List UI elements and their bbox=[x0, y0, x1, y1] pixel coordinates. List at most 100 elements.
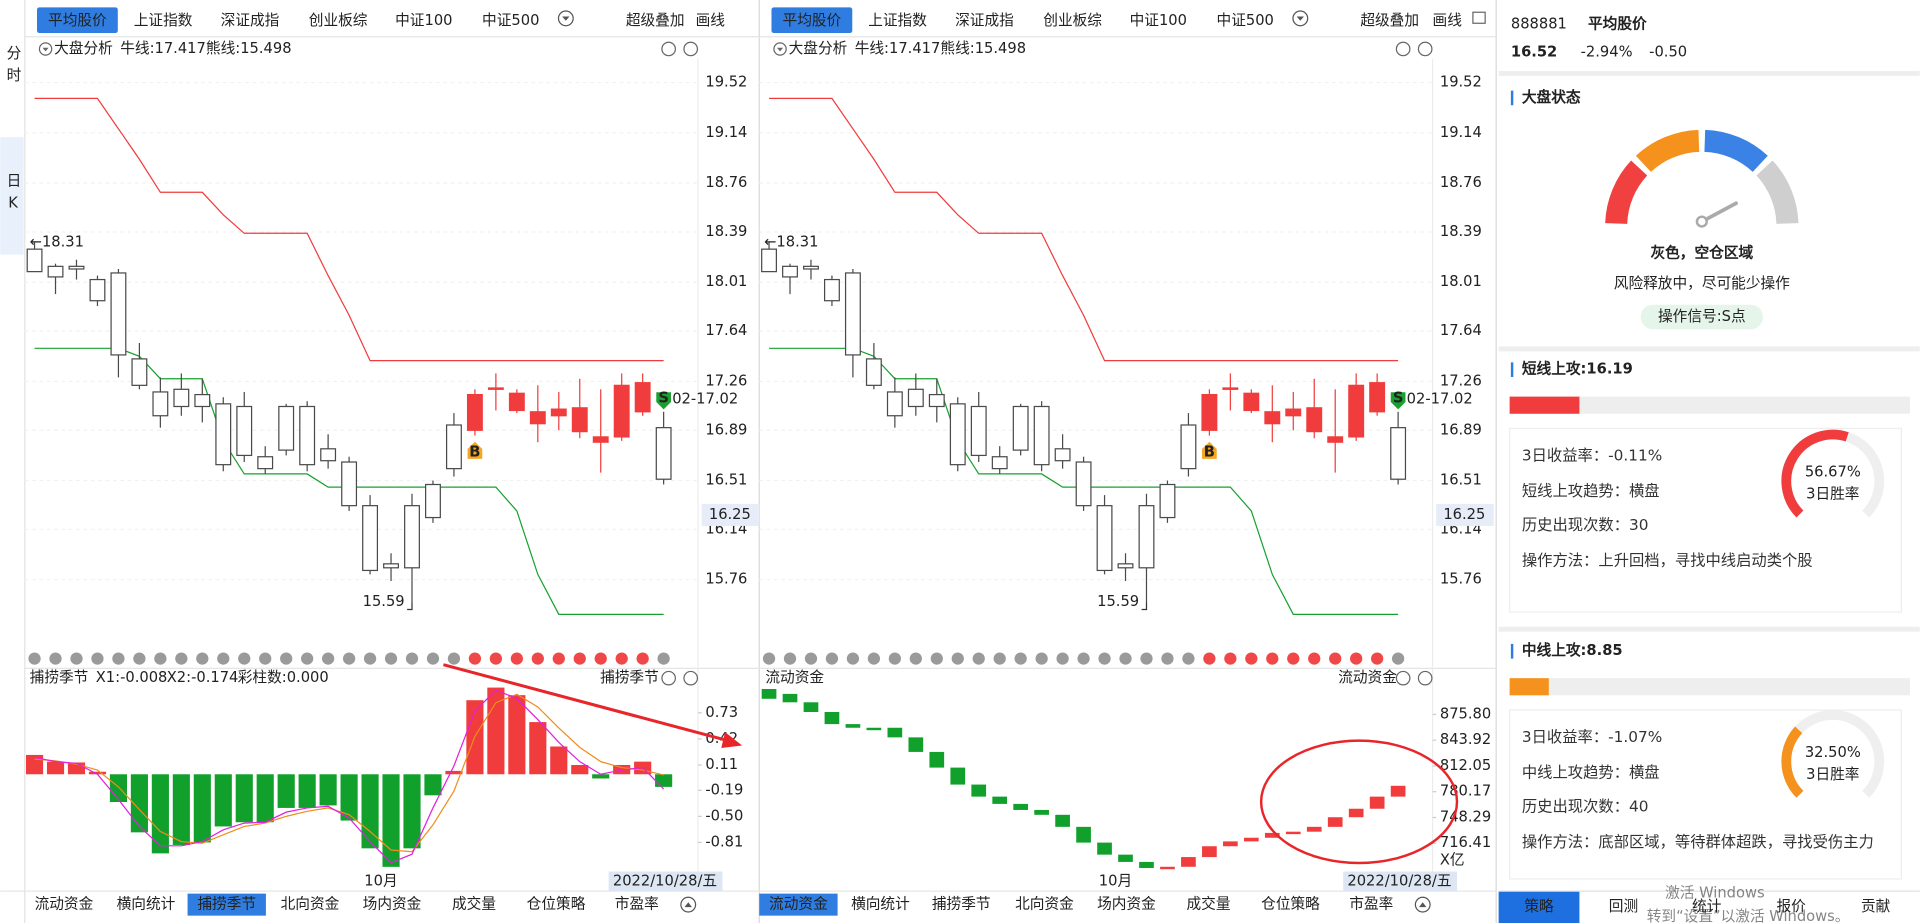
ring-label: 3日胜率 bbox=[1806, 766, 1859, 783]
tab-selected[interactable] bbox=[37, 7, 118, 34]
signal-dot bbox=[930, 652, 943, 665]
panel-icon[interactable] bbox=[1395, 41, 1411, 57]
bottom-tab[interactable]: 市盈率 bbox=[1349, 896, 1393, 913]
bottom-tab[interactable]: 成交量 bbox=[452, 895, 496, 913]
panel-icon[interactable] bbox=[683, 41, 699, 57]
candle-body bbox=[47, 265, 64, 278]
section-marker bbox=[1510, 362, 1514, 378]
y-tick-label: -0.81 bbox=[705, 833, 743, 850]
bottom-tab[interactable]: 成交量 bbox=[1186, 895, 1230, 913]
candle-body bbox=[320, 448, 337, 462]
tab[interactable]: 平均股价 bbox=[48, 12, 107, 29]
bottom-tab-selected[interactable] bbox=[759, 893, 838, 916]
tool[interactable]: 超级叠加 bbox=[626, 12, 685, 29]
bottom-tab-selected[interactable] bbox=[187, 893, 266, 916]
bottom-tab[interactable]: 场内资金 bbox=[1097, 896, 1156, 913]
row-text: 历史出现次数：40 bbox=[1521, 797, 1649, 816]
signal-dot bbox=[405, 652, 419, 665]
tool[interactable]: 超级叠加 bbox=[1360, 12, 1419, 29]
buy-badge bbox=[467, 441, 483, 459]
cursor-box bbox=[1436, 503, 1494, 526]
row-text: 3日收益率：-0.11% bbox=[1521, 445, 1663, 464]
sidebar-tab[interactable]: 策略 bbox=[1524, 898, 1554, 915]
indicator-bar bbox=[361, 774, 379, 849]
tab[interactable]: 深证成指 bbox=[221, 12, 280, 29]
bottom-tab[interactable]: 捕捞季节 bbox=[197, 896, 256, 913]
bottom-tab[interactable]: 北向资金 bbox=[1015, 896, 1074, 913]
side-tab[interactable]: 分时 bbox=[5, 45, 22, 89]
min-label: 15.59 bbox=[1097, 593, 1139, 610]
y-tick-label: 0.73 bbox=[705, 704, 738, 721]
bottom-tab[interactable]: 捕捞季节 bbox=[932, 896, 991, 913]
sidebar-tab[interactable]: 报价 bbox=[1777, 898, 1807, 915]
tab[interactable]: 深证成指 bbox=[955, 12, 1014, 29]
sidebar-tab[interactable]: 回测 bbox=[1609, 898, 1638, 915]
bottom-tab[interactable]: 流动资金 bbox=[769, 896, 828, 913]
flow-bar bbox=[1139, 861, 1154, 868]
bottom-tab[interactable]: 场内资金 bbox=[363, 896, 422, 913]
tool[interactable]: 画线 bbox=[1433, 12, 1463, 29]
dropdown[interactable] bbox=[1292, 10, 1309, 27]
candle-body bbox=[299, 405, 316, 466]
panel-icon[interactable] bbox=[1395, 670, 1411, 686]
tab[interactable]: 中证500 bbox=[482, 12, 539, 29]
tab[interactable]: 上证指数 bbox=[868, 12, 927, 29]
dropdown[interactable] bbox=[557, 10, 574, 27]
tool[interactable]: 画线 bbox=[696, 12, 726, 29]
bottom-tab[interactable]: 仓位策略 bbox=[527, 896, 586, 913]
signal-dot bbox=[154, 652, 167, 665]
flow-bar bbox=[1013, 803, 1029, 810]
tab[interactable]: 中证500 bbox=[1217, 12, 1274, 29]
status-desc: 风险释放中，尽可能少操作 bbox=[1614, 275, 1790, 292]
indicator-bar bbox=[382, 774, 400, 867]
bottom-tab[interactable]: 仓位策略 bbox=[1261, 896, 1320, 913]
panel-icon[interactable] bbox=[1417, 41, 1433, 57]
analysis-toggle[interactable] bbox=[38, 42, 53, 56]
flow-bar bbox=[1327, 817, 1343, 827]
bottom-tab[interactable]: 流动资金 bbox=[35, 896, 94, 913]
candle-body bbox=[1348, 384, 1365, 438]
panel-icon[interactable] bbox=[1417, 670, 1433, 686]
tab[interactable]: 上证指数 bbox=[134, 12, 193, 29]
tab[interactable]: 中证100 bbox=[1130, 12, 1187, 29]
bottom-toggle[interactable] bbox=[680, 896, 697, 913]
side-tab-selected[interactable] bbox=[0, 137, 24, 255]
window-icon[interactable] bbox=[1472, 11, 1486, 24]
price-line bbox=[769, 97, 1399, 362]
sidebar-tab[interactable]: 统计 bbox=[1692, 898, 1722, 915]
panel-icon[interactable] bbox=[661, 670, 676, 686]
section-row: 历史出现次数：30 bbox=[1522, 516, 1649, 534]
analysis-toggle[interactable] bbox=[773, 42, 787, 56]
indicator-legend: 彩柱数:0.000 bbox=[238, 669, 329, 686]
panel-icon[interactable] bbox=[683, 670, 699, 686]
sell-badge bbox=[656, 392, 671, 410]
bottom-tab[interactable]: 北向资金 bbox=[281, 896, 340, 913]
tab-selected[interactable] bbox=[771, 7, 853, 34]
signal-dot bbox=[531, 652, 544, 665]
bottom-tab[interactable]: 横向统计 bbox=[117, 896, 176, 913]
tab[interactable]: 中证100 bbox=[395, 12, 452, 29]
bottom-toggle[interactable] bbox=[1414, 896, 1431, 913]
signal-dot bbox=[196, 652, 209, 665]
candle-body bbox=[1390, 427, 1407, 480]
row-text: 短线上攻趋势：横盘 bbox=[1521, 480, 1660, 500]
analysis-arrow bbox=[42, 47, 49, 52]
sidebar-tab[interactable]: 贡献 bbox=[1861, 898, 1891, 915]
indicator-bar bbox=[571, 765, 589, 775]
tab[interactable]: 平均股价 bbox=[783, 12, 842, 29]
ring-label: 3日胜率 bbox=[1806, 486, 1859, 503]
status-title: 大盘状态 bbox=[1522, 88, 1581, 106]
y-tick-label: 18.01 bbox=[1440, 273, 1482, 290]
tab[interactable]: 创业板综 bbox=[1043, 11, 1102, 29]
flow-bar bbox=[824, 711, 840, 725]
tab[interactable]: 创业板综 bbox=[309, 11, 368, 29]
candle-body bbox=[761, 248, 777, 273]
bottom-tab[interactable]: 市盈率 bbox=[615, 896, 659, 913]
cursor-value: 16.25 bbox=[1443, 506, 1485, 523]
panel-icon[interactable] bbox=[661, 41, 676, 57]
signal-dot bbox=[384, 652, 398, 665]
indicator-bar bbox=[67, 762, 86, 775]
sidebar-tab-selected[interactable] bbox=[1498, 891, 1580, 923]
bottom-tab[interactable]: 横向统计 bbox=[851, 896, 910, 913]
side-tab[interactable]: 日K bbox=[5, 173, 22, 219]
